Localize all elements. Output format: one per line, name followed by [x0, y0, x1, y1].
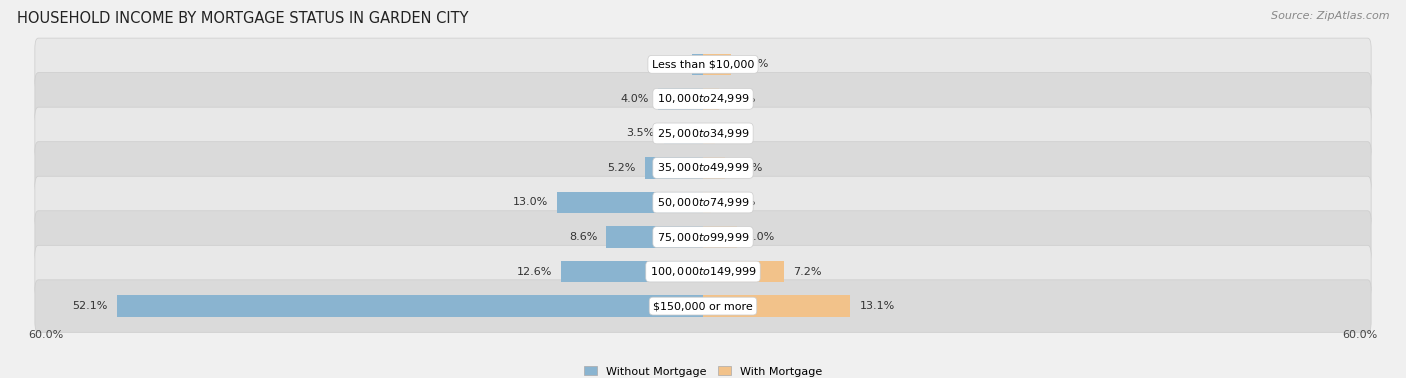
- FancyBboxPatch shape: [35, 176, 1371, 229]
- Bar: [703, 192, 711, 213]
- Text: Less than $10,000: Less than $10,000: [652, 59, 754, 69]
- Bar: [703, 295, 851, 317]
- Bar: [117, 295, 703, 317]
- Bar: [703, 54, 731, 75]
- Text: $50,000 to $74,999: $50,000 to $74,999: [657, 196, 749, 209]
- Bar: [703, 157, 725, 179]
- Text: 1.0%: 1.0%: [655, 59, 683, 69]
- Text: 2.5%: 2.5%: [740, 59, 769, 69]
- FancyBboxPatch shape: [35, 142, 1371, 194]
- Text: 0.69%: 0.69%: [720, 197, 755, 208]
- Text: 52.1%: 52.1%: [73, 301, 108, 311]
- FancyBboxPatch shape: [35, 245, 1371, 298]
- FancyBboxPatch shape: [35, 280, 1371, 332]
- Bar: [703, 261, 785, 282]
- Bar: [703, 226, 737, 248]
- Text: 8.6%: 8.6%: [569, 232, 598, 242]
- FancyBboxPatch shape: [35, 107, 1371, 160]
- Text: $150,000 or more: $150,000 or more: [654, 301, 752, 311]
- Text: 5.2%: 5.2%: [607, 163, 636, 173]
- Bar: [644, 157, 703, 179]
- Text: 4.0%: 4.0%: [620, 94, 650, 104]
- FancyBboxPatch shape: [35, 73, 1371, 125]
- Text: $35,000 to $49,999: $35,000 to $49,999: [657, 161, 749, 175]
- FancyBboxPatch shape: [35, 38, 1371, 91]
- Bar: [606, 226, 703, 248]
- Bar: [557, 192, 703, 213]
- Bar: [658, 88, 703, 110]
- Bar: [703, 123, 716, 144]
- Text: 7.2%: 7.2%: [793, 266, 821, 277]
- Text: 1.1%: 1.1%: [724, 129, 752, 138]
- Text: $10,000 to $24,999: $10,000 to $24,999: [657, 92, 749, 105]
- Text: $25,000 to $34,999: $25,000 to $34,999: [657, 127, 749, 140]
- Text: 3.0%: 3.0%: [745, 232, 773, 242]
- Text: $100,000 to $149,999: $100,000 to $149,999: [650, 265, 756, 278]
- Bar: [561, 261, 703, 282]
- Bar: [692, 54, 703, 75]
- Text: Source: ZipAtlas.com: Source: ZipAtlas.com: [1271, 11, 1389, 21]
- Text: 3.5%: 3.5%: [627, 129, 655, 138]
- Legend: Without Mortgage, With Mortgage: Without Mortgage, With Mortgage: [579, 362, 827, 378]
- Text: 13.1%: 13.1%: [859, 301, 894, 311]
- Text: 12.6%: 12.6%: [517, 266, 553, 277]
- Text: 13.0%: 13.0%: [513, 197, 548, 208]
- Text: 60.0%: 60.0%: [28, 330, 63, 340]
- Text: $75,000 to $99,999: $75,000 to $99,999: [657, 231, 749, 243]
- Text: 2.0%: 2.0%: [734, 163, 763, 173]
- Bar: [664, 123, 703, 144]
- Text: 1.4%: 1.4%: [728, 94, 756, 104]
- Text: 60.0%: 60.0%: [1343, 330, 1378, 340]
- FancyBboxPatch shape: [35, 211, 1371, 263]
- Text: HOUSEHOLD INCOME BY MORTGAGE STATUS IN GARDEN CITY: HOUSEHOLD INCOME BY MORTGAGE STATUS IN G…: [17, 11, 468, 26]
- Bar: [703, 88, 718, 110]
